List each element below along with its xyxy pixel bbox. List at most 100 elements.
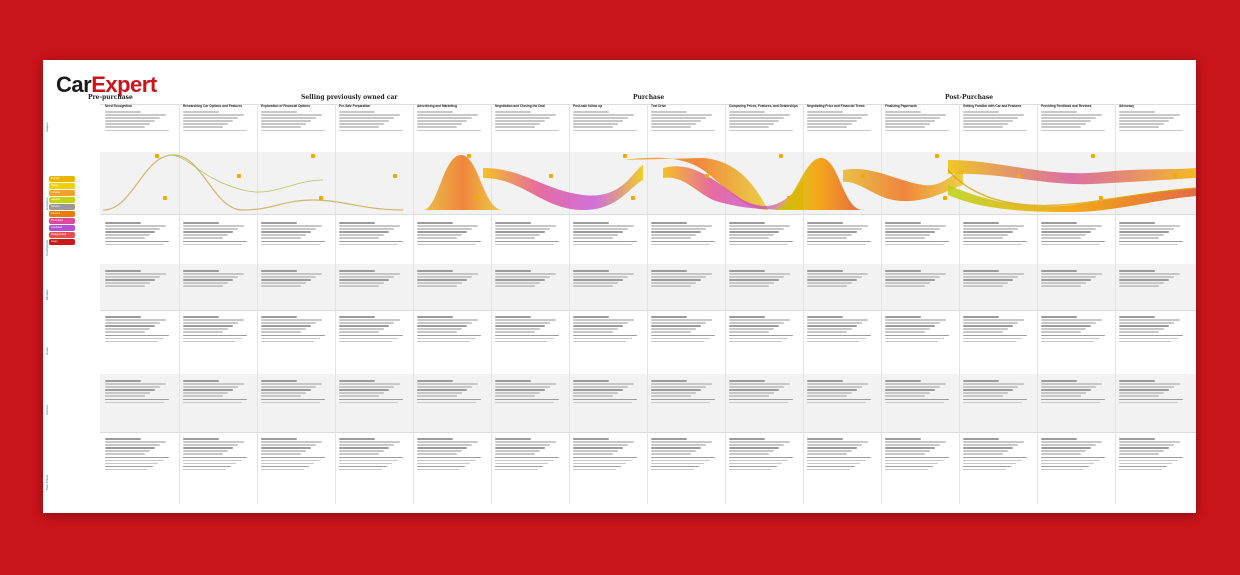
journey-map-poster: CarExpert Pre-purchase Selling previousl… (43, 60, 1196, 513)
stage-text-block (729, 222, 795, 247)
stage-header: Pre-Sale Preparation (339, 104, 371, 108)
stage-text-block (885, 438, 951, 472)
stage-header: Need Recognition (105, 104, 133, 108)
emotion-node (1173, 174, 1177, 178)
stage-divider (491, 104, 492, 504)
emotion-node (549, 174, 553, 178)
stage-header: Advertising and Marketing (417, 104, 458, 108)
stage-header: Advocacy (1119, 104, 1135, 108)
stage-text-block (807, 270, 873, 289)
stage-text-block (105, 438, 171, 472)
stage-divider (413, 104, 414, 504)
stage-text-block (963, 222, 1029, 247)
stage-text-block (261, 316, 327, 344)
emotion-node (787, 196, 791, 200)
stage-text-block (261, 111, 327, 133)
stage-text-block (651, 222, 717, 247)
phase-label-selling: Selling previously owned car (301, 94, 398, 101)
stage-text-block (1041, 111, 1107, 133)
stage-text-block (495, 222, 561, 247)
stage-text-block (1119, 380, 1185, 405)
stage-text-block (963, 438, 1029, 472)
stage-text-block (261, 438, 327, 472)
stage-text-block (885, 380, 951, 405)
emotion-thread (172, 154, 324, 193)
emotion-ribbon (663, 166, 803, 210)
emotion-legend-item: Hopeful (49, 197, 75, 203)
emotion-node (393, 174, 397, 178)
stage-header: Finalizing Paperwork (885, 104, 917, 108)
stage-divider (257, 104, 258, 504)
stage-text-block (417, 222, 483, 247)
stage-text-block (1041, 438, 1107, 472)
stage-text-block (651, 270, 717, 289)
stage-text-block (807, 111, 873, 133)
emotion-node (467, 154, 471, 158)
emotion-flow-diagram (102, 154, 1196, 212)
stage-text-block (963, 270, 1029, 289)
stage-text-block (807, 438, 873, 472)
stage-divider (179, 104, 180, 504)
stage-text-block (885, 222, 951, 247)
emotion-legend-item: Confused (49, 225, 75, 231)
stage-header: Comparing Prices, Features, and Dealersh… (729, 104, 798, 108)
stage-text-block (495, 270, 561, 289)
emotion-legend-item: Angry (49, 239, 75, 245)
emotion-node (319, 196, 323, 200)
stage-text-block (495, 111, 561, 133)
stage-text-block (183, 222, 249, 247)
stage-text-block (963, 380, 1029, 405)
phase-label-pre-purchase: Pre-purchase (88, 94, 133, 101)
stage-header: Researching Car Options and Features (183, 104, 242, 108)
stage-text-block (417, 270, 483, 289)
brand-logo: CarExpert (56, 72, 157, 98)
stage-text-block (339, 222, 405, 247)
emotion-legend-item: Happy (49, 183, 75, 189)
stage-text-block (261, 270, 327, 289)
stage-text-block (573, 270, 639, 289)
emotion-node (163, 196, 167, 200)
stage-text-block (651, 316, 717, 344)
stage-text-block (105, 222, 171, 247)
emotion-legend-item: Anxious (49, 211, 75, 217)
stage-text-block (1119, 270, 1185, 289)
stage-divider (803, 104, 804, 504)
stage-text-block (1119, 316, 1185, 344)
stage-header: Exploration of Financial Options (261, 104, 311, 108)
stage-text-block (729, 111, 795, 133)
emotion-node (1091, 154, 1095, 158)
stage-text-block (261, 222, 327, 247)
stage-text-block (573, 111, 639, 133)
stage-text-block (417, 380, 483, 405)
row-band-touchpoints (100, 214, 1196, 264)
emotion-node (1099, 196, 1103, 200)
emotion-node (943, 196, 947, 200)
stage-text-block (339, 270, 405, 289)
stage-header: Providing Feedback and Reviews (1041, 104, 1092, 108)
stage-text-block (1041, 270, 1107, 289)
stage-divider (335, 104, 336, 504)
stage-text-block (807, 380, 873, 405)
stage-text-block (183, 111, 249, 133)
stage-text-block (261, 380, 327, 405)
stage-header: Negotiating Price and Financial Terms (807, 104, 865, 108)
stage-text-block (339, 438, 405, 472)
stage-text-block (1041, 380, 1107, 405)
emotion-node (935, 154, 939, 158)
stage-header: Test Drive (651, 104, 667, 108)
stage-divider (725, 104, 726, 504)
stage-text-block (1041, 316, 1107, 344)
stage-text-block (651, 380, 717, 405)
stage-text-block (885, 316, 951, 344)
emotion-node (631, 196, 635, 200)
stage-divider (1115, 104, 1116, 504)
emotion-node (311, 154, 315, 158)
emotion-node (779, 154, 783, 158)
row-band-pain-points (100, 432, 1196, 513)
stage-divider (647, 104, 648, 504)
stage-text-block (183, 438, 249, 472)
stage-text-block (573, 380, 639, 405)
emotion-ribbon (843, 168, 963, 202)
emotion-node (237, 174, 241, 178)
stage-divider (959, 104, 960, 504)
